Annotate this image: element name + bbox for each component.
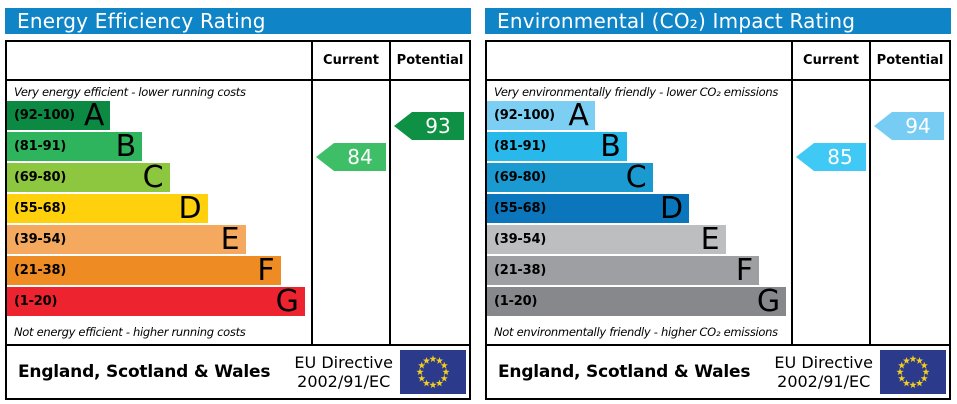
band-letter: E — [220, 222, 240, 257]
rating-table: Current Potential Very environmentally f… — [485, 40, 951, 400]
potential-arrow-cell: 94 — [869, 81, 949, 344]
potential-column-header: Potential — [869, 42, 949, 79]
spacer-cell — [7, 42, 311, 79]
band-letter: F — [257, 253, 275, 288]
band-range-label: (69-80) — [494, 170, 547, 185]
region-label: England, Scotland & Wales — [18, 362, 271, 382]
band-A: (92-100) A — [487, 98, 595, 133]
band-letter: F — [735, 253, 754, 288]
eu-directive-line1: EU Directive — [294, 352, 393, 372]
eu-directive-line1: EU Directive — [774, 352, 873, 372]
column-header-row: Current Potential — [487, 42, 949, 81]
band-range-label: (1-20) — [14, 294, 58, 309]
rating-bands: (92-100) A (81-91) B (69-80) C (55-68) D (39-54)… — [7, 98, 311, 319]
band-range-label: (81-91) — [494, 139, 547, 154]
band-range-label: (55-68) — [14, 201, 67, 216]
potential-rating-value: 93 — [425, 114, 450, 138]
potential-column-header: Potential — [389, 42, 469, 79]
band-F: (21-38) F — [487, 253, 760, 288]
spacer-cell — [487, 42, 791, 79]
current-rating-value: 85 — [827, 145, 852, 169]
top-caption: Very energy efficient - lower running co… — [14, 85, 246, 99]
eu-directive-line2: 2002/91/EC — [777, 372, 871, 391]
current-rating-arrow: 84 — [316, 143, 386, 171]
band-A: (92-100) A — [7, 98, 111, 133]
potential-rating-arrow: 94 — [874, 112, 944, 140]
band-range-label: (69-80) — [14, 170, 67, 185]
band-C: (69-80) C — [487, 160, 653, 195]
column-header-row: Current Potential — [7, 42, 469, 81]
band-range-label: (92-100) — [14, 108, 75, 123]
band-letter: C — [625, 160, 647, 195]
bottom-caption: Not environmentally friendly - higher CO… — [494, 325, 778, 339]
band-letter: G — [756, 284, 781, 319]
band-letter: G — [275, 284, 299, 319]
potential-rating-value: 94 — [905, 114, 930, 138]
footer-row: England, Scotland & Wales EU Directive 2… — [7, 344, 469, 398]
current-column-header: Current — [791, 42, 869, 79]
band-range-label: (81-91) — [14, 139, 67, 154]
band-E: (39-54) E — [487, 222, 726, 257]
band-range-label: (1-20) — [494, 294, 538, 309]
band-D: (55-68) D — [7, 191, 208, 226]
band-D: (55-68) D — [487, 191, 690, 226]
band-E: (39-54) E — [7, 222, 246, 257]
band-letter: D — [178, 191, 202, 226]
bands-column: Very environmentally friendly - lower CO… — [487, 81, 791, 344]
current-arrow-cell: 85 — [791, 81, 869, 344]
eu-directive-label: EU Directive 2002/91/EC — [294, 353, 400, 391]
band-letter: D — [660, 191, 684, 226]
environmental-impact-chart: Environmental (CO₂) Impact Rating Curren… — [485, 8, 951, 400]
band-G: (1-20) G — [7, 284, 305, 319]
bands-column: Very energy efficient - lower running co… — [7, 81, 311, 344]
region-label: England, Scotland & Wales — [498, 362, 751, 382]
band-range-label: (92-100) — [494, 108, 555, 123]
rating-bands: (92-100) A (81-91) B (69-80) C (55-68) D (39-54)… — [487, 98, 791, 319]
chart-title-bar: Environmental (CO₂) Impact Rating — [485, 8, 951, 34]
bottom-caption: Not energy efficient - higher running co… — [14, 325, 246, 339]
band-range-label: (55-68) — [494, 201, 547, 216]
band-F: (21-38) F — [7, 253, 281, 288]
rating-table: Current Potential Very energy efficient … — [5, 40, 471, 400]
rating-body-row: Very environmentally friendly - lower CO… — [487, 81, 949, 344]
rating-body-row: Very energy efficient - lower running co… — [7, 81, 469, 344]
band-range-label: (21-38) — [494, 263, 547, 278]
band-C: (69-80) C — [7, 160, 170, 195]
top-caption: Very environmentally friendly - lower CO… — [494, 85, 779, 99]
band-range-label: (39-54) — [14, 232, 67, 247]
eu-directive-label: EU Directive 2002/91/EC — [774, 353, 880, 391]
band-B: (81-91) B — [7, 129, 143, 164]
current-column-header: Current — [311, 42, 389, 79]
chart-title-bar: Energy Efficiency Rating — [5, 8, 471, 34]
band-letter: C — [142, 160, 164, 195]
current-arrow-cell: 84 — [311, 81, 389, 344]
chart-title: Energy Efficiency Rating — [17, 9, 266, 33]
current-rating-arrow: 85 — [796, 143, 866, 171]
band-range-label: (39-54) — [494, 232, 547, 247]
energy-efficiency-chart: Energy Efficiency Rating Current Potenti… — [5, 8, 471, 400]
band-G: (1-20) G — [487, 284, 787, 319]
eu-flag-icon — [880, 350, 946, 394]
band-letter: A — [83, 98, 105, 133]
eu-directive-line2: 2002/91/EC — [297, 372, 391, 391]
band-letter: B — [600, 129, 621, 164]
chart-title: Environmental (CO₂) Impact Rating — [497, 9, 856, 33]
band-B: (81-91) B — [487, 129, 627, 164]
footer-row: England, Scotland & Wales EU Directive 2… — [487, 344, 949, 398]
band-letter: A — [568, 98, 589, 133]
band-range-label: (21-38) — [14, 263, 67, 278]
current-rating-value: 84 — [347, 145, 372, 169]
potential-rating-arrow: 93 — [394, 112, 464, 140]
potential-arrow-cell: 93 — [389, 81, 469, 344]
band-letter: B — [115, 129, 137, 164]
band-letter: E — [700, 222, 720, 257]
eu-flag-icon — [400, 350, 466, 394]
